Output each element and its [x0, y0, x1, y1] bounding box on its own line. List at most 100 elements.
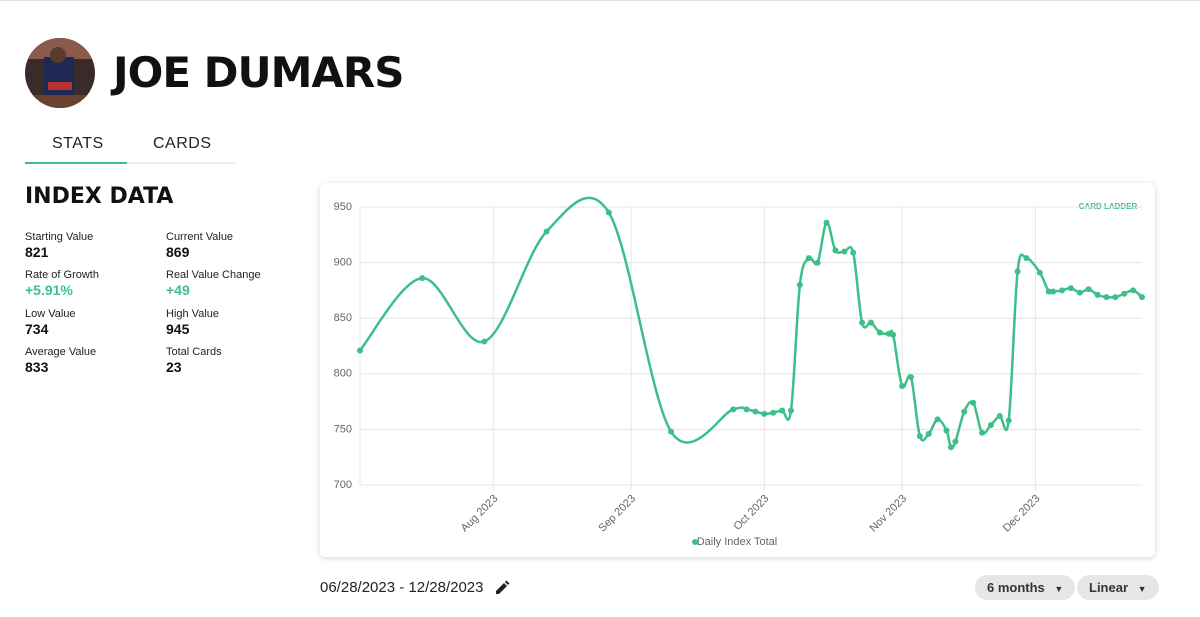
- legend-marker: [692, 539, 698, 545]
- stat-label: Starting Value: [25, 231, 94, 243]
- data-point: [779, 407, 786, 414]
- tab-stats[interactable]: STATS: [52, 135, 104, 152]
- stat-value: 734: [25, 321, 49, 337]
- data-point: [1085, 286, 1092, 293]
- chart-card: CARD LADDER 700 750 800 850 900 950 Aug 2023 Se…: [320, 183, 1155, 557]
- x-tick-label: Oct 2023: [731, 493, 771, 533]
- data-point: [907, 374, 914, 381]
- edit-icon[interactable]: [494, 580, 510, 596]
- stat: Total Cards 23: [166, 346, 306, 375]
- data-point: [1036, 269, 1043, 276]
- player-name: JOE DUMARS: [113, 48, 405, 97]
- stat: Current Value 869: [166, 231, 306, 260]
- stat-value: 833: [25, 359, 49, 375]
- y-tick-label: 850: [334, 312, 352, 324]
- stat-value: 945: [166, 321, 190, 337]
- data-point: [668, 428, 675, 435]
- data-point: [761, 410, 768, 417]
- data-point: [1023, 255, 1030, 262]
- data-point: [752, 408, 759, 415]
- stat: Low Value 734: [25, 308, 165, 337]
- tab-indicator: [25, 162, 127, 164]
- stat: Starting Value 821: [25, 231, 165, 260]
- data-point: [1130, 287, 1137, 294]
- data-point: [996, 413, 1003, 420]
- top-border: [0, 0, 1200, 1]
- y-tick-label: 900: [334, 257, 352, 269]
- x-tick-label: Nov 2023: [867, 493, 909, 535]
- data-point: [730, 406, 737, 413]
- data-point: [1103, 294, 1110, 301]
- data-point: [1050, 288, 1057, 295]
- data-point: [916, 433, 923, 440]
- tab-bar: [25, 162, 235, 164]
- tab-cards[interactable]: CARDS: [153, 135, 212, 152]
- x-tick-label: Dec 2023: [1001, 493, 1043, 535]
- data-point: [1112, 294, 1119, 301]
- y-tick-label: 950: [334, 201, 352, 213]
- data-point: [890, 331, 897, 338]
- data-point: [899, 383, 906, 390]
- data-point: [814, 259, 821, 266]
- data-point: [859, 319, 866, 326]
- data-point: [543, 228, 550, 235]
- data-point: [952, 438, 959, 445]
- data-point: [925, 430, 932, 437]
- data-point: [832, 247, 839, 254]
- stat-value: 23: [166, 359, 182, 375]
- data-point: [796, 281, 803, 288]
- data-point: [1076, 289, 1083, 296]
- stat: High Value 945: [166, 308, 306, 337]
- data-point: [970, 399, 977, 406]
- data-point: [823, 219, 830, 226]
- series-line: [359, 196, 1143, 450]
- avatar[interactable]: [24, 37, 96, 109]
- stat-label: Rate of Growth: [25, 269, 99, 281]
- range-button[interactable]: 6 months ▼: [975, 575, 1076, 600]
- legend-label: Daily Index Total: [697, 536, 778, 548]
- data-point: [743, 406, 750, 413]
- data-point: [1014, 268, 1021, 275]
- section-title: INDEX DATA: [25, 184, 174, 209]
- data-point: [605, 209, 612, 216]
- data-point: [1121, 290, 1128, 297]
- data-point: [979, 429, 986, 436]
- x-tick-label: Sep 2023: [596, 493, 638, 535]
- data-point: [876, 329, 883, 336]
- data-point: [805, 255, 812, 262]
- date-range: 06/28/2023 - 12/28/2023: [320, 579, 484, 596]
- data-point: [1045, 288, 1052, 295]
- data-point: [961, 408, 968, 415]
- data-point: [1067, 285, 1074, 292]
- stat-label: Average Value: [25, 346, 97, 358]
- x-tick-label: Aug 2023: [459, 493, 501, 535]
- range-label: 6 months: [987, 580, 1045, 595]
- scale-label: Linear: [1089, 580, 1129, 595]
- data-point: [770, 409, 777, 416]
- data-point: [787, 407, 794, 414]
- stat-value: 869: [166, 244, 190, 260]
- stat-label: High Value: [166, 308, 219, 320]
- data-point: [1139, 294, 1145, 301]
- data-point: [1094, 291, 1101, 298]
- data-point: [943, 427, 950, 434]
- data-point: [419, 275, 426, 282]
- stat-label: Current Value: [166, 231, 234, 243]
- scale-button[interactable]: Linear ▼: [1077, 575, 1159, 600]
- data-point: [1005, 417, 1012, 424]
- y-tick-label: 700: [334, 479, 352, 491]
- y-tick-label: 800: [334, 368, 352, 380]
- data-point: [481, 338, 488, 345]
- data-point: [987, 421, 994, 428]
- stat: Average Value 833: [25, 346, 165, 375]
- stat-label: Real Value Change: [166, 269, 261, 281]
- data-point: [867, 319, 874, 326]
- data-point: [850, 249, 857, 256]
- stat: Rate of Growth +5.91%: [25, 269, 165, 298]
- data-point: [1059, 287, 1066, 294]
- data-point: [934, 416, 941, 423]
- stat-value: +5.91%: [25, 282, 73, 298]
- stat-label: Low Value: [25, 308, 76, 320]
